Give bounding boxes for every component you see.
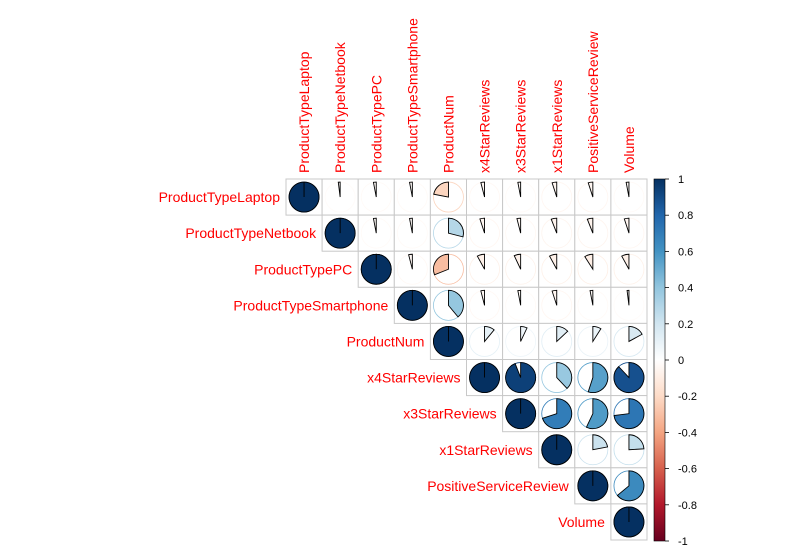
pie-glyph bbox=[541, 217, 573, 249]
pie-glyph bbox=[469, 325, 500, 357]
pie-glyph bbox=[469, 289, 500, 321]
pie-glyph bbox=[541, 289, 573, 321]
pie-glyph bbox=[433, 289, 464, 321]
column-label: ProductTypePC bbox=[368, 75, 384, 173]
pie-glyph bbox=[505, 181, 537, 213]
row-label: PositiveServiceReview bbox=[427, 478, 569, 494]
pie-glyph bbox=[469, 362, 500, 393]
pie-glyph bbox=[324, 217, 356, 249]
colorbar-tick-label: -0.4 bbox=[678, 427, 697, 439]
pie-glyph bbox=[433, 253, 464, 285]
pie-glyph bbox=[505, 217, 537, 249]
row-label: ProductTypeLaptop bbox=[159, 189, 281, 205]
pie-glyph bbox=[505, 253, 537, 285]
colorbar-tick-label: -0.6 bbox=[678, 464, 697, 476]
pie-glyph bbox=[613, 398, 645, 430]
pie-glyph bbox=[577, 181, 609, 213]
column-label: ProductTypeSmartphone bbox=[404, 18, 420, 173]
column-labels: ProductTypeLaptop ProductTypeNetbook Produ… bbox=[296, 18, 637, 173]
pie-glyph bbox=[433, 181, 464, 213]
pie-glyph bbox=[613, 362, 645, 393]
pie-glyph bbox=[505, 289, 537, 321]
column-label: PositiveServiceReview bbox=[585, 31, 601, 173]
colorbar-tick-label: -0.2 bbox=[678, 391, 697, 403]
pie-glyph bbox=[433, 325, 464, 357]
column-label: ProductTypeNetbook bbox=[332, 41, 348, 173]
colorbar-tick-label: 0.8 bbox=[678, 210, 693, 222]
pie-glyph bbox=[613, 181, 645, 213]
row-label: Volume bbox=[558, 514, 605, 530]
pie-glyph bbox=[541, 325, 573, 357]
pie-glyph bbox=[288, 181, 320, 213]
pie-glyph bbox=[613, 325, 645, 357]
pie-glyph bbox=[469, 181, 500, 213]
pie-glyph bbox=[577, 434, 609, 466]
colorbar-tick-label: -1 bbox=[678, 536, 688, 548]
pie-glyph bbox=[541, 398, 573, 430]
pie-glyph bbox=[577, 289, 609, 321]
column-label: ProductTypeLaptop bbox=[296, 51, 312, 173]
pie-glyph bbox=[613, 506, 645, 538]
pie-glyph bbox=[613, 434, 645, 466]
pie-glyph bbox=[613, 470, 645, 502]
column-label: x3StarReviews bbox=[513, 80, 529, 173]
pie-glyph bbox=[577, 398, 609, 430]
pie-glyph bbox=[505, 362, 537, 393]
pie-glyph bbox=[324, 181, 356, 213]
row-label: x3StarReviews bbox=[403, 406, 496, 422]
row-label: ProductTypePC bbox=[254, 261, 352, 277]
row-labels: ProductTypeLaptop ProductTypeNetbook Produ… bbox=[159, 189, 606, 530]
pie-glyph bbox=[541, 253, 573, 285]
row-label: ProductTypeSmartphone bbox=[233, 297, 388, 313]
pie-glyph bbox=[505, 398, 537, 430]
column-label: x1StarReviews bbox=[549, 80, 565, 173]
pie-glyph bbox=[577, 325, 609, 357]
colorbar-tick-label: -0.8 bbox=[678, 500, 697, 512]
row-label: ProductNum bbox=[347, 333, 425, 349]
pie-glyph bbox=[396, 217, 428, 249]
pie-glyph bbox=[505, 325, 537, 357]
pie-glyph bbox=[541, 362, 573, 393]
row-label: ProductTypeNetbook bbox=[185, 225, 317, 241]
colorbar-tick-label: 0.4 bbox=[678, 283, 693, 295]
pie-glyph bbox=[360, 181, 392, 213]
pie-glyph bbox=[577, 217, 609, 249]
pie-glyph bbox=[469, 253, 500, 285]
row-label: x1StarReviews bbox=[439, 442, 532, 458]
colorbar-tick-label: 0 bbox=[678, 355, 684, 367]
colorbar-tick-label: 0.2 bbox=[678, 319, 693, 331]
pie-glyph bbox=[396, 289, 428, 321]
column-label: x4StarReviews bbox=[477, 80, 493, 173]
row-label: x4StarReviews bbox=[367, 370, 460, 386]
pie-glyph bbox=[541, 181, 573, 213]
pie-glyph bbox=[360, 217, 392, 249]
pie-glyph bbox=[577, 470, 609, 502]
colorbar-legend: 1 0.8 0.6 0.4 0.2 0 -0.2 -0.4 -0.6 -0.8 -1 bbox=[653, 174, 697, 548]
pie-glyph bbox=[613, 253, 645, 285]
colorbar-tick-label: 0.6 bbox=[678, 246, 693, 258]
pie-glyph bbox=[396, 253, 428, 285]
pie-glyph bbox=[613, 217, 645, 249]
pie-glyph bbox=[541, 434, 573, 466]
column-label: Volume bbox=[621, 126, 637, 173]
column-label: ProductNum bbox=[440, 95, 456, 173]
matrix-cells bbox=[285, 178, 648, 541]
colorbar-gradient bbox=[653, 178, 666, 542]
pie-glyph bbox=[360, 253, 392, 285]
pie-glyph bbox=[469, 217, 500, 249]
pie-glyph bbox=[396, 181, 428, 213]
pie-glyph bbox=[613, 289, 645, 321]
colorbar-tick-label: 1 bbox=[678, 174, 684, 186]
pie-glyph bbox=[577, 253, 609, 285]
pie-glyph bbox=[433, 217, 464, 249]
pie-glyph bbox=[577, 362, 609, 393]
